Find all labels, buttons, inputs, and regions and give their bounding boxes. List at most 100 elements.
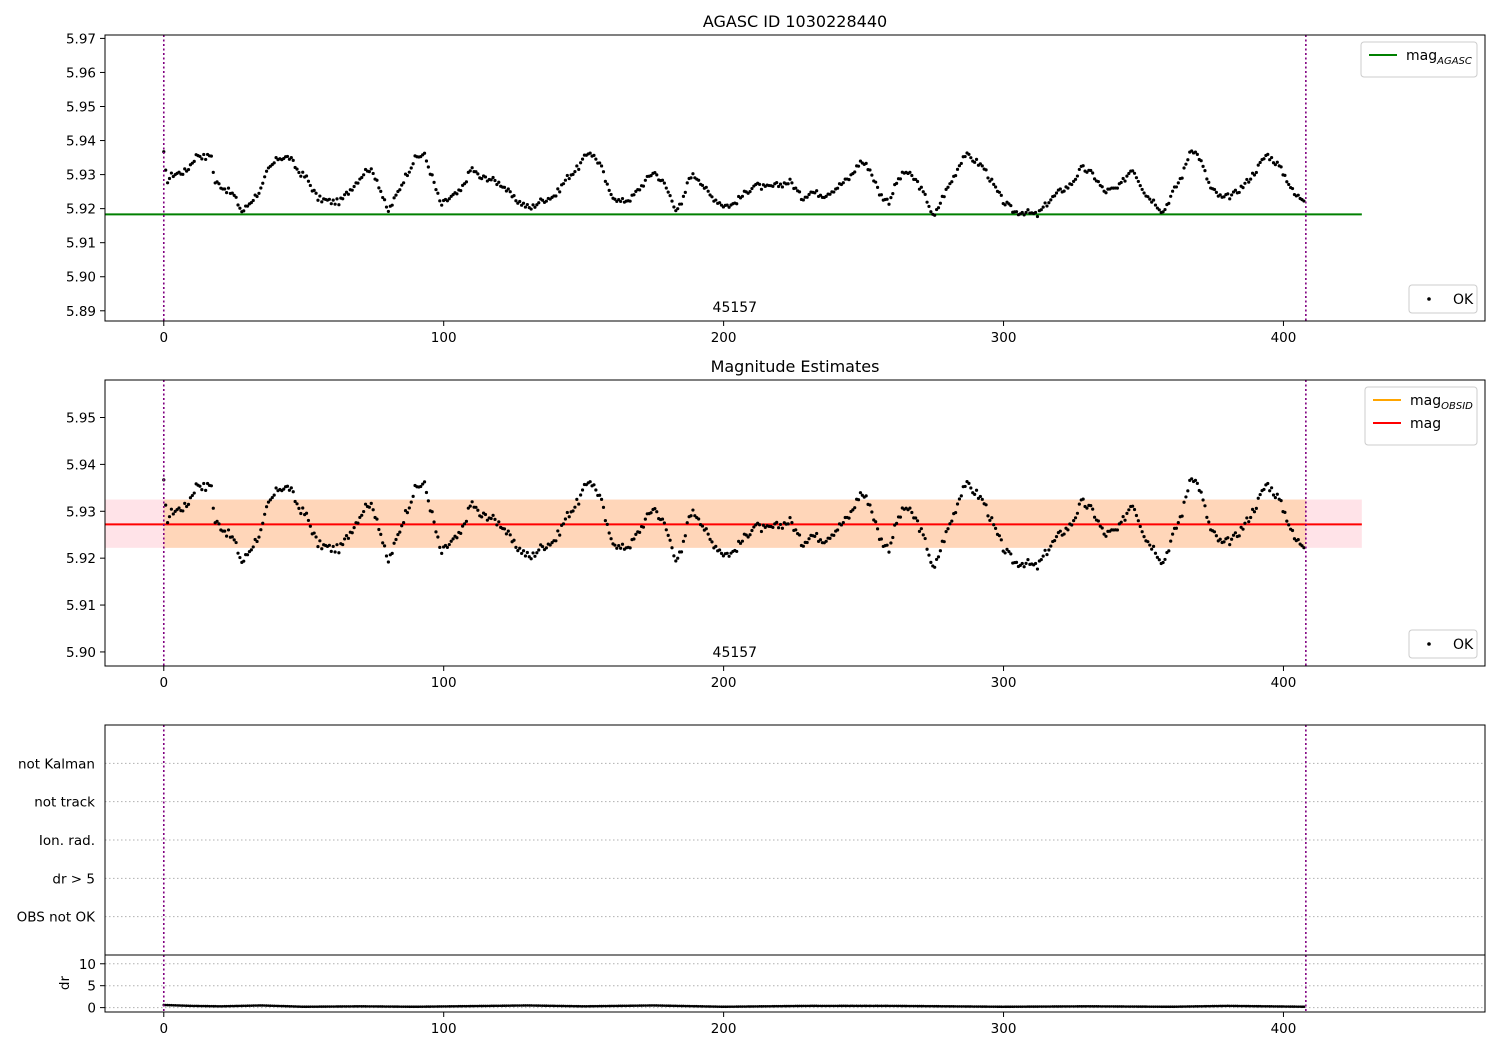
data-point (902, 1004, 906, 1008)
data-point (1011, 1005, 1015, 1008)
data-point (495, 1004, 499, 1008)
data-point (560, 1004, 563, 1008)
data-point (958, 1005, 961, 1008)
data-point (1081, 1005, 1085, 1008)
data-point (605, 1004, 609, 1008)
data-point (1186, 1005, 1190, 1008)
data-point (1133, 1005, 1136, 1008)
data-point (579, 1004, 582, 1008)
data-point (875, 527, 880, 531)
data-point (314, 1005, 318, 1008)
data-point (200, 157, 204, 161)
data-point (250, 1004, 253, 1007)
data-point (436, 191, 440, 195)
data-point (1264, 1004, 1268, 1008)
data-point (636, 1004, 640, 1007)
data-point (192, 159, 196, 163)
data-point (448, 1005, 451, 1008)
data-point (1203, 1004, 1207, 1008)
flag-label: dr > 5 (52, 871, 95, 887)
data-point (1062, 189, 1066, 193)
data-point (274, 1004, 278, 1008)
data-point (297, 170, 301, 175)
data-point (697, 1004, 700, 1008)
data-point (971, 1005, 975, 1008)
data-point (337, 1005, 341, 1008)
data-point (998, 1005, 1001, 1009)
data-point (506, 187, 510, 191)
data-point (164, 1003, 167, 1007)
data-point (729, 1005, 733, 1008)
data-point (341, 542, 345, 547)
data-point (540, 544, 545, 549)
data-point (512, 194, 516, 198)
data-point (489, 516, 493, 521)
data-point (649, 1004, 653, 1007)
data-point (402, 1005, 405, 1008)
data-point (691, 1004, 695, 1008)
data-point (331, 1005, 335, 1008)
data-point (733, 1005, 737, 1008)
data-point (1275, 160, 1279, 164)
data-point (1203, 169, 1207, 173)
data-point (588, 480, 592, 484)
data-point (230, 535, 234, 539)
data-point (944, 530, 948, 534)
data-point (581, 1004, 584, 1008)
data-point (727, 1005, 731, 1008)
data-point (202, 481, 206, 486)
data-point (1123, 1005, 1127, 1008)
data-point (944, 1004, 948, 1008)
data-point (424, 490, 429, 495)
data-point (1222, 195, 1226, 199)
data-point (263, 1004, 266, 1007)
data-point (579, 161, 583, 165)
data-point (264, 505, 269, 509)
data-point (232, 193, 236, 197)
data-point (1226, 192, 1230, 196)
data-point (851, 508, 855, 512)
data-point (725, 551, 729, 555)
data-point (767, 1004, 771, 1008)
data-point (501, 1004, 504, 1008)
data-point (727, 205, 731, 209)
data-point (839, 523, 844, 527)
data-point (706, 189, 710, 193)
data-point (1291, 1005, 1294, 1008)
data-point (293, 1005, 297, 1008)
data-point (954, 1005, 957, 1008)
data-point (445, 545, 449, 549)
data-point (540, 198, 545, 202)
data-point (328, 1005, 331, 1008)
data-point (1182, 1005, 1186, 1008)
data-point (392, 196, 396, 200)
data-point (891, 535, 895, 540)
data-point (432, 1005, 436, 1008)
axes-frame (104, 954, 1486, 1013)
data-point (973, 160, 977, 164)
data-point (862, 1004, 866, 1008)
data-point (1089, 504, 1093, 508)
x-tick-label: 0 (159, 675, 168, 691)
data-point (590, 1004, 594, 1008)
data-point (1030, 1005, 1034, 1008)
data-point (1289, 1005, 1292, 1008)
data-point (990, 516, 994, 520)
data-point (209, 484, 213, 488)
data-point (1214, 190, 1218, 194)
data-point (898, 177, 903, 181)
data-point (493, 1004, 497, 1008)
data-point (470, 1004, 474, 1008)
data-point (375, 178, 379, 182)
data-point (889, 195, 893, 200)
data-point (992, 523, 996, 527)
data-point (396, 532, 400, 537)
data-point (561, 522, 566, 526)
data-point (227, 1004, 230, 1008)
data-point (832, 1004, 836, 1008)
data-point (1258, 492, 1262, 497)
data-point (371, 171, 375, 176)
y-axis-label: dr (57, 975, 73, 990)
data-point (1186, 489, 1190, 493)
data-point (1174, 526, 1179, 530)
